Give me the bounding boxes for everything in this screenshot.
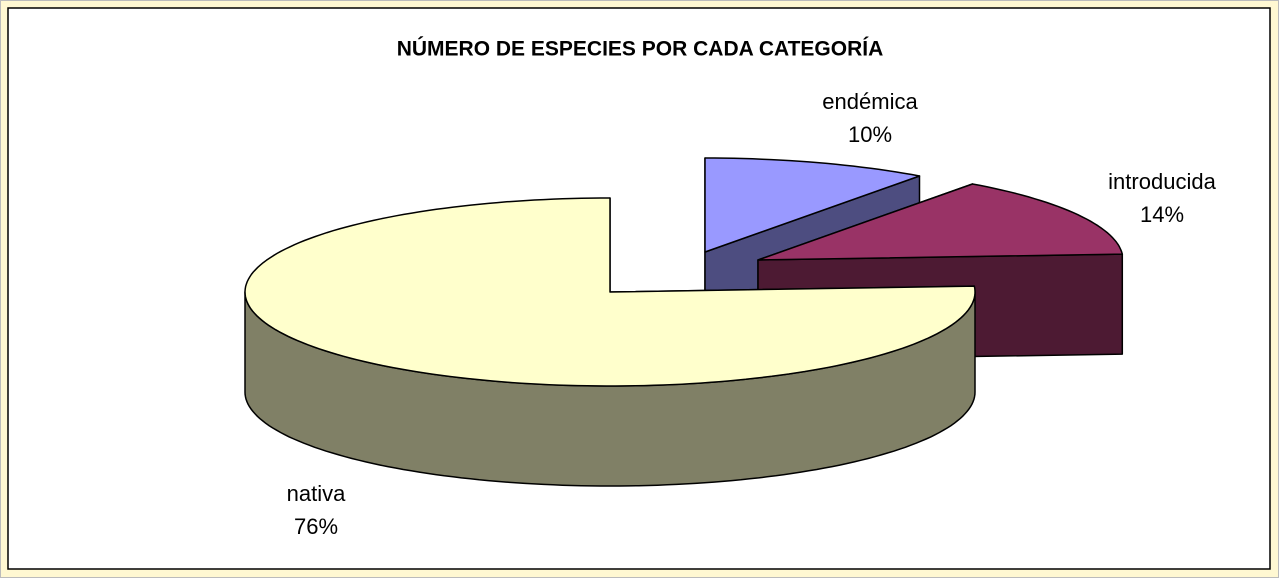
pie <box>244 157 1124 487</box>
slice-label: nativa <box>287 481 346 506</box>
slice-top <box>757 183 1124 261</box>
slice <box>244 197 976 487</box>
slice-label: introducida <box>1108 169 1216 194</box>
chart-title: NÚMERO DE ESPECIES POR CADA CATEGORÍA <box>397 37 884 61</box>
slice-top <box>704 157 921 253</box>
slice-value-label: 76% <box>294 514 338 539</box>
slice-top <box>244 197 976 387</box>
slice-label: endémica <box>822 89 918 114</box>
slice-value-label: 10% <box>848 122 892 147</box>
slice-value-label: 14% <box>1140 202 1184 227</box>
